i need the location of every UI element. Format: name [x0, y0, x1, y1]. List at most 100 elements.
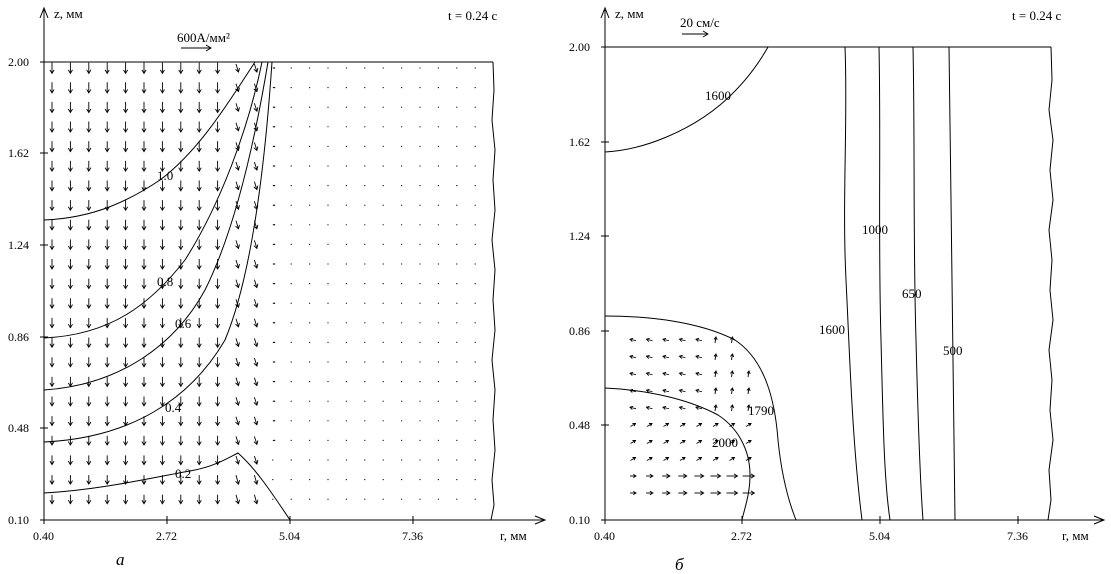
z-tick-b-1: 1.62: [569, 135, 590, 149]
vector-a: [401, 145, 403, 147]
vector-a: [178, 239, 184, 251]
vector-a: [474, 185, 476, 187]
vector-b: [729, 457, 736, 461]
vector-a: [437, 498, 439, 500]
vector-a: [104, 494, 110, 505]
vector-a: [419, 400, 421, 402]
vector-a: [345, 224, 347, 226]
vector-a: [253, 83, 259, 93]
vector-a: [178, 376, 184, 388]
vector-a: [104, 376, 110, 388]
vector-a: [86, 219, 92, 231]
vector-a: [345, 498, 347, 500]
vector-a: [67, 62, 73, 75]
vector-a: [141, 200, 147, 212]
vector-a: [141, 298, 147, 309]
vector-b: [712, 457, 719, 461]
vector-a: [235, 63, 240, 73]
vector-a: [104, 357, 110, 368]
contour-label-a-4: 0.4: [165, 400, 182, 415]
vector-a: [474, 126, 476, 128]
vector-a: [141, 259, 147, 270]
vector-a: [474, 420, 476, 422]
vector-a: [253, 259, 259, 269]
isotherm-b-6: [604, 315, 797, 521]
contour-label-b-4: 500: [943, 343, 963, 358]
vector-a: [159, 455, 165, 466]
vector-a: [382, 459, 384, 461]
vector-a: [253, 416, 259, 426]
vector-b: [730, 370, 735, 378]
vector-a: [235, 357, 240, 367]
vector-a: [456, 459, 458, 461]
vector-b: [713, 387, 718, 395]
vector-a: [253, 377, 259, 387]
z-axis-label-b: z, мм: [615, 6, 644, 21]
vector-a: [86, 101, 92, 114]
vector-b: [630, 440, 637, 444]
vector-a: [327, 341, 329, 343]
vector-a: [419, 322, 421, 324]
vector-a: [419, 243, 421, 245]
vector-a: [382, 145, 384, 147]
vector-a: [474, 67, 476, 69]
vector-a: [345, 67, 347, 69]
scale-label-b: 20 см/с: [680, 15, 720, 30]
vector-a: [345, 165, 347, 167]
vector-a: [309, 439, 311, 441]
vector-a: [327, 126, 329, 128]
vector-a: [86, 180, 92, 192]
vector-a: [456, 283, 458, 285]
isotherm-b-3: [878, 46, 891, 521]
vector-a: [456, 67, 458, 69]
vector-a: [104, 455, 110, 466]
vector-b: [730, 336, 735, 344]
vector-a: [49, 298, 55, 309]
vector-a: [474, 322, 476, 324]
vector-a: [159, 376, 165, 388]
vector-a: [178, 494, 184, 505]
vector-a: [235, 103, 240, 113]
vector-a: [456, 361, 458, 363]
caption-b: б: [675, 555, 684, 574]
vector-a: [49, 141, 55, 153]
z-axis-arrow-b: [600, 6, 610, 19]
vector-a: [86, 455, 92, 466]
vector-a: [437, 400, 439, 402]
vector-a: [474, 87, 476, 89]
vector-a: [141, 101, 147, 114]
vector-a: [253, 338, 259, 348]
vector-a: [123, 357, 129, 368]
z-tick-b-5: 0.10: [569, 513, 590, 527]
vector-a: [290, 400, 292, 402]
vector-a: [196, 455, 202, 466]
vector-a: [345, 243, 347, 245]
vector-b: [694, 490, 705, 496]
vector-b: [695, 388, 703, 393]
isoline-a-3: [43, 61, 269, 391]
vector-a: [456, 126, 458, 128]
vector-a: [159, 219, 165, 231]
vector-a: [419, 185, 421, 187]
vector-a: [86, 259, 92, 270]
vector-a: [327, 302, 329, 304]
vector-b: [678, 371, 686, 376]
vector-a: [309, 263, 311, 265]
vector-a: [401, 420, 403, 422]
current-density-vectors: [49, 62, 476, 505]
vector-a: [196, 82, 202, 94]
vector-a: [456, 165, 458, 167]
vector-a: [456, 204, 458, 206]
vector-a: [364, 243, 366, 245]
vector-a: [272, 498, 274, 500]
vector-a: [345, 126, 347, 128]
vector-a: [382, 498, 384, 500]
vector-a: [49, 259, 55, 270]
vector-a: [215, 455, 221, 466]
vector-a: [382, 439, 384, 441]
vector-a: [401, 341, 403, 343]
vector-a: [215, 121, 221, 133]
vector-a: [123, 396, 129, 407]
vector-a: [290, 361, 292, 363]
vector-a: [67, 317, 73, 329]
